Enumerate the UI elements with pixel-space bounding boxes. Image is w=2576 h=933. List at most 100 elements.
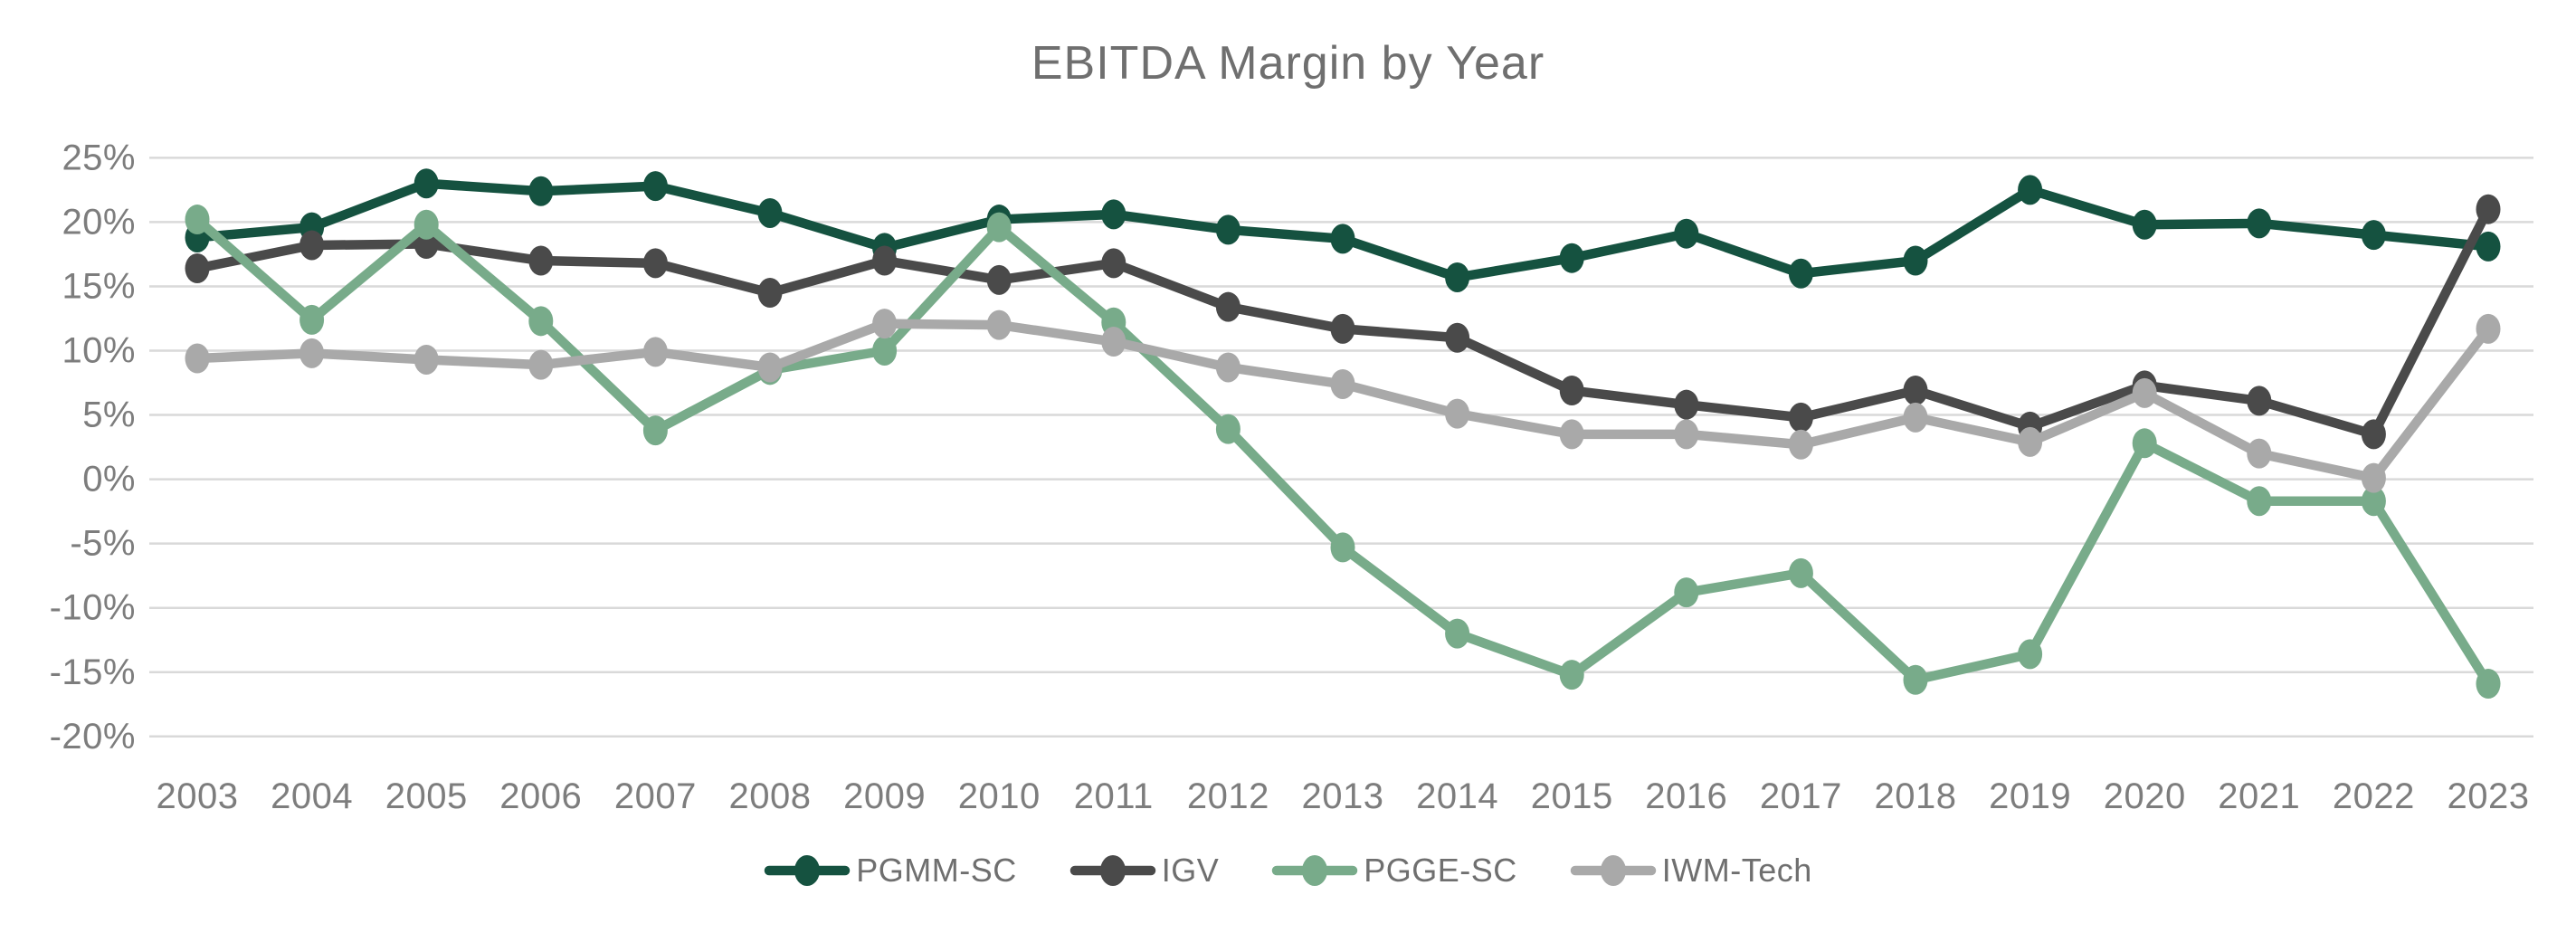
data-point-igv-2013: [1330, 313, 1355, 344]
data-point-iwm-tech-2019: [2018, 426, 2043, 457]
data-point-pgmm-sc-2011: [1101, 199, 1126, 230]
x-axis-tick-label: 2008: [729, 776, 812, 816]
data-point-pgmm-sc-2023: [2476, 231, 2501, 262]
data-point-iwm-tech-2005: [413, 344, 439, 375]
data-point-pgmm-sc-2015: [1559, 243, 1584, 273]
data-point-pgmm-sc-2012: [1215, 214, 1240, 245]
y-axis-tick-label: -10%: [50, 588, 136, 628]
x-axis-tick-label: 2015: [1531, 776, 1613, 816]
data-point-pgmm-sc-2017: [1788, 258, 1813, 289]
x-axis-tick-label: 2023: [2448, 776, 2530, 816]
y-axis-tick-label: 5%: [82, 395, 136, 435]
data-point-pgmm-sc-2021: [2247, 208, 2272, 239]
legend-item-iwm-tech: IWM-Tech: [1570, 850, 1812, 891]
data-point-igv-2017: [1788, 402, 1813, 433]
data-point-pgge-sc-2022: [2361, 486, 2386, 517]
y-axis-tick-label: 10%: [62, 331, 136, 371]
data-point-pgge-sc-2003: [185, 205, 210, 235]
data-point-iwm-tech-2015: [1559, 419, 1584, 450]
y-axis-tick-label: 15%: [62, 266, 136, 306]
data-point-igv-2021: [2247, 386, 2272, 416]
data-point-igv-2008: [757, 278, 783, 309]
data-point-pgge-sc-2019: [2018, 639, 2043, 670]
legend-item-pgge-sc: PGGE-SC: [1271, 850, 1517, 891]
data-point-pgge-sc-2015: [1559, 660, 1584, 690]
x-axis-tick-label: 2013: [1302, 776, 1384, 816]
x-axis-tick-label: 2016: [1645, 776, 1727, 816]
legend-marker-icon: [764, 855, 851, 886]
data-point-igv-2018: [1903, 376, 1928, 406]
data-point-igv-2010: [986, 264, 1012, 295]
x-axis-tick-label: 2020: [2104, 776, 2186, 816]
y-axis-tick-labels: 25% 20% 15% 10% 5% 0% -5% -10% -15% -20%: [50, 138, 136, 756]
x-axis-tick-label: 2017: [1760, 776, 1842, 816]
data-point-pgge-sc-2005: [413, 209, 439, 240]
legend-label: PGMM-SC: [856, 852, 1017, 889]
x-axis-tick-label: 2019: [1989, 776, 2071, 816]
data-point-pgge-sc-2012: [1215, 414, 1240, 444]
x-axis-tick-label: 2011: [1074, 776, 1154, 816]
legend-label: IWM-Tech: [1661, 852, 1812, 889]
x-axis-tick-label: 2004: [271, 776, 353, 816]
gridlines: [149, 157, 2533, 738]
data-point-igv-2007: [642, 248, 668, 279]
x-axis-tick-label: 2018: [1875, 776, 1957, 816]
data-point-igv-2003: [185, 253, 210, 284]
data-point-iwm-tech-2017: [1788, 429, 1813, 460]
data-point-iwm-tech-2023: [2476, 313, 2501, 344]
x-axis-tick-label: 2005: [385, 776, 468, 816]
data-point-iwm-tech-2008: [757, 352, 783, 383]
data-point-pgge-sc-2016: [1674, 577, 1699, 608]
chart-title: EBITDA Margin by Year: [1031, 37, 1545, 90]
data-point-pgge-sc-2009: [872, 336, 898, 366]
data-point-pgge-sc-2013: [1330, 532, 1355, 563]
legend-item-igv: IGV: [1069, 850, 1220, 891]
x-axis-tick-label: 2021: [2218, 776, 2300, 816]
data-point-iwm-tech-2003: [185, 343, 210, 374]
legend-marker-icon: [1069, 855, 1155, 886]
y-axis-tick-label: 20%: [62, 202, 136, 242]
y-axis-tick-label: -5%: [70, 524, 136, 564]
legend-marker-icon: [1271, 855, 1358, 886]
data-point-pgmm-sc-2013: [1330, 224, 1355, 254]
data-point-igv-2009: [872, 245, 898, 276]
data-point-igv-2016: [1674, 389, 1699, 420]
x-axis-tick-label: 2022: [2333, 776, 2415, 816]
series-pgge-sc: [185, 205, 2501, 700]
data-point-igv-2011: [1101, 248, 1126, 279]
data-point-igv-2006: [528, 245, 554, 276]
data-point-iwm-tech-2016: [1674, 419, 1699, 450]
data-point-iwm-tech-2011: [1101, 327, 1126, 357]
y-axis-tick-label: 0%: [82, 460, 136, 500]
data-point-iwm-tech-2022: [2361, 462, 2386, 493]
data-point-pgmm-sc-2016: [1674, 218, 1699, 249]
data-point-iwm-tech-2004: [299, 338, 325, 368]
data-point-pgge-sc-2006: [528, 306, 554, 337]
series-igv: [185, 194, 2501, 450]
data-point-iwm-tech-2012: [1215, 352, 1240, 383]
data-point-pgmm-sc-2022: [2361, 220, 2386, 251]
x-axis-tick-labels: 2003 2004 2005 2006 2007 2008 2009 2010 2011 2012…: [157, 776, 2530, 816]
data-point-iwm-tech-2021: [2247, 438, 2272, 469]
x-axis-tick-label: 2006: [499, 776, 582, 816]
data-point-pgge-sc-2014: [1445, 618, 1470, 649]
data-point-igv-2012: [1215, 291, 1240, 322]
data-point-pgge-sc-2010: [986, 212, 1012, 243]
data-point-pgmm-sc-2007: [642, 171, 668, 202]
data-point-pgge-sc-2007: [642, 415, 668, 446]
data-point-pgmm-sc-2008: [757, 197, 783, 228]
data-point-pgmm-sc-2005: [413, 168, 439, 199]
x-axis-tick-label: 2014: [1416, 776, 1498, 816]
data-point-iwm-tech-2020: [2132, 377, 2157, 408]
data-point-pgmm-sc-2006: [528, 176, 554, 206]
y-axis-tick-label: -15%: [50, 652, 136, 692]
y-axis-tick-label: 25%: [62, 138, 136, 177]
data-point-iwm-tech-2007: [642, 337, 668, 367]
legend-item-pgmm-sc: PGMM-SC: [764, 850, 1017, 891]
data-point-pgmm-sc-2014: [1445, 262, 1470, 293]
data-point-pgge-sc-2018: [1903, 664, 1928, 695]
series-pgmm-sc: [185, 168, 2501, 293]
data-point-pgge-sc-2004: [299, 304, 325, 335]
